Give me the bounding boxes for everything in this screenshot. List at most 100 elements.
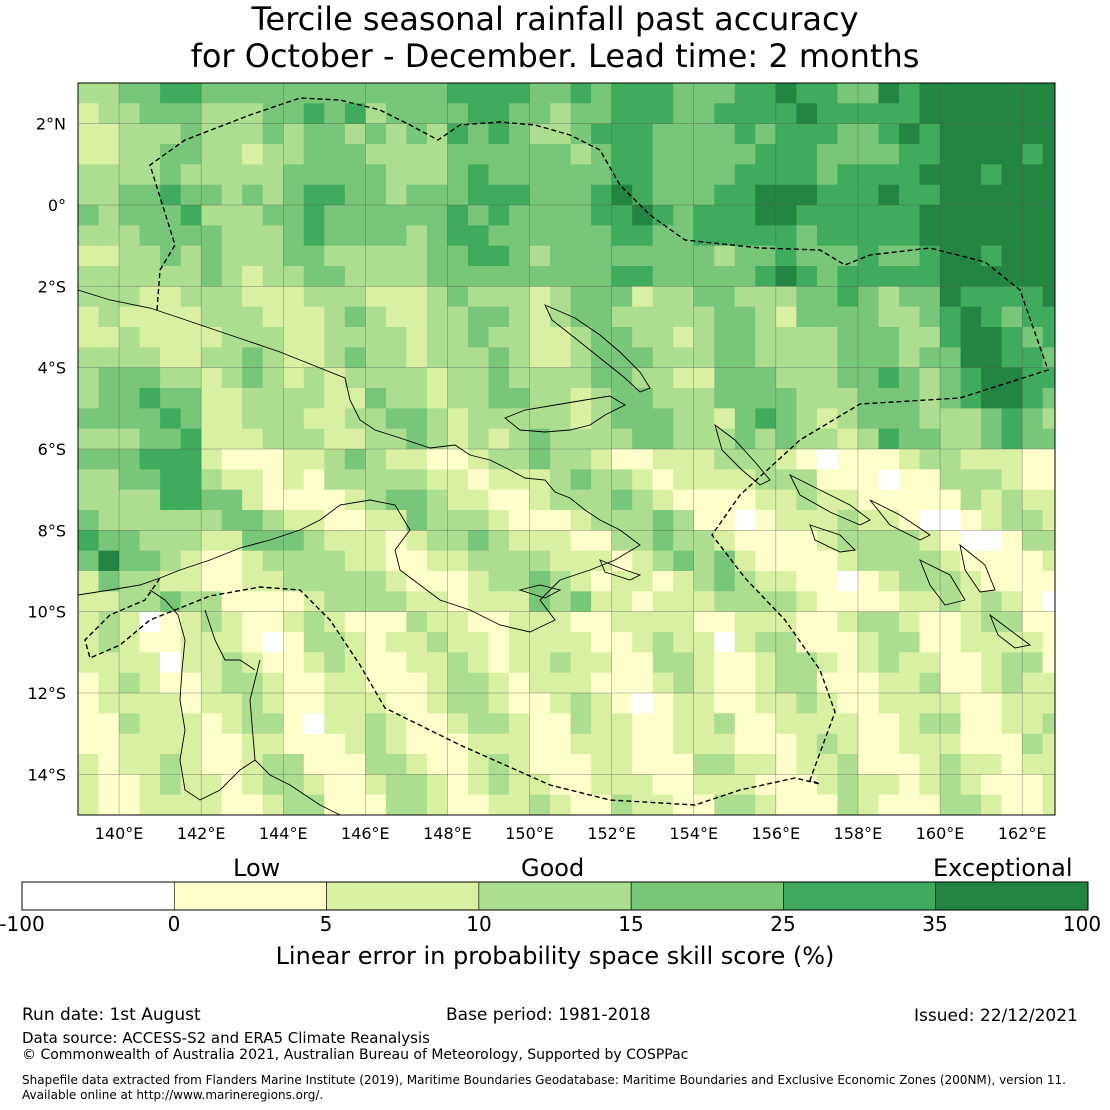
grid-cell	[940, 693, 962, 714]
grid-cell	[242, 164, 264, 186]
shapefile-credit-line-2: Available online at http://www.marinereg…	[22, 1088, 324, 1102]
grid-cell	[385, 144, 407, 165]
grid-cell	[529, 83, 551, 104]
grid-cell	[262, 408, 284, 430]
grid-cell	[734, 672, 756, 694]
grid-cell	[878, 347, 900, 369]
grid-cell	[816, 632, 838, 653]
grid-cell	[344, 611, 366, 633]
grid-cell	[734, 652, 756, 674]
grid-cell	[570, 550, 592, 572]
grid-cell	[940, 306, 962, 328]
grid-cell	[180, 489, 202, 511]
grid-cell	[919, 774, 941, 796]
grid-cell	[673, 266, 695, 287]
grid-cell	[796, 144, 818, 165]
grid-cell	[139, 83, 161, 104]
grid-cell	[262, 306, 284, 328]
grid-cell	[919, 672, 941, 694]
grid-cell	[734, 83, 756, 104]
grid-cell	[570, 774, 592, 796]
grid-cell	[796, 733, 818, 755]
grid-cell	[324, 103, 346, 125]
grid-cell	[940, 713, 962, 735]
grid-cell	[899, 489, 921, 511]
grid-cell	[78, 388, 100, 409]
grid-cell	[714, 693, 736, 714]
grid-cell	[878, 672, 900, 694]
grid-cell	[303, 489, 325, 511]
grid-cell	[1022, 123, 1044, 145]
grid-cell	[160, 164, 182, 186]
grid-cell	[406, 286, 428, 308]
grid-cell	[467, 510, 490, 531]
grid-cell	[406, 693, 428, 714]
grid-cell	[693, 286, 715, 308]
grid-cell	[242, 672, 264, 694]
grid-cell	[1001, 611, 1023, 633]
grid-cell	[385, 184, 407, 206]
grid-cell	[303, 713, 325, 735]
grid-cell	[509, 550, 531, 572]
grid-cell	[755, 205, 777, 226]
grid-cell	[160, 774, 182, 796]
grid-cell	[837, 652, 859, 674]
grid-cell	[1042, 774, 1056, 796]
grid-cell	[509, 469, 531, 491]
grid-cell	[324, 266, 346, 287]
grid-cell	[693, 408, 715, 430]
grid-cell	[139, 245, 161, 267]
grid-cell	[857, 225, 879, 247]
grid-cell	[857, 550, 879, 572]
grid-cell	[960, 693, 982, 714]
grid-cell	[324, 754, 346, 775]
colorbar-label-good: Good	[521, 854, 585, 882]
grid-cell	[960, 672, 982, 694]
grid-cell	[857, 754, 879, 775]
grid-cell	[139, 347, 161, 369]
grid-cell	[652, 571, 674, 592]
grid-cell	[119, 367, 141, 389]
grid-cell	[796, 754, 818, 775]
grid-cell	[180, 123, 202, 145]
grid-cell	[714, 123, 736, 145]
grid-cell	[78, 733, 100, 755]
grid-cell	[816, 408, 838, 430]
grid-cell	[816, 83, 838, 104]
grid-cell	[632, 713, 654, 735]
grid-cell	[550, 794, 572, 816]
grid-cell	[201, 266, 223, 287]
grid-cell	[488, 306, 510, 328]
grid-cell	[755, 774, 777, 796]
grid-cell	[775, 266, 797, 287]
longitude-label: 162°E	[998, 824, 1047, 843]
grid-cell	[1001, 713, 1023, 735]
grid-cell	[488, 591, 510, 613]
grid-cell	[981, 245, 1003, 267]
grid-cell	[796, 611, 818, 633]
grid-cell	[714, 184, 736, 206]
grid-cell	[119, 713, 141, 735]
grid-cell	[119, 388, 141, 409]
grid-cell	[324, 632, 346, 653]
grid-cell	[467, 713, 490, 735]
grid-cell	[406, 713, 428, 735]
grid-cell	[591, 672, 613, 694]
grid-cell	[283, 510, 305, 531]
grid-cell	[303, 367, 325, 389]
grid-cell	[632, 632, 654, 653]
grid-cell	[426, 713, 448, 735]
longitude-label: 160°E	[916, 824, 965, 843]
grid-cell	[775, 286, 797, 308]
grid-cell	[796, 530, 818, 552]
grid-cell	[878, 266, 900, 287]
grid-cell	[714, 611, 736, 633]
grid-cell	[1022, 245, 1044, 267]
grid-cell	[324, 550, 346, 572]
grid-cell	[160, 591, 182, 613]
grid-cell	[919, 794, 941, 816]
grid-cell	[509, 225, 531, 247]
grid-cell	[734, 123, 756, 145]
grid-cell	[139, 733, 161, 755]
grid-cell	[796, 632, 818, 653]
